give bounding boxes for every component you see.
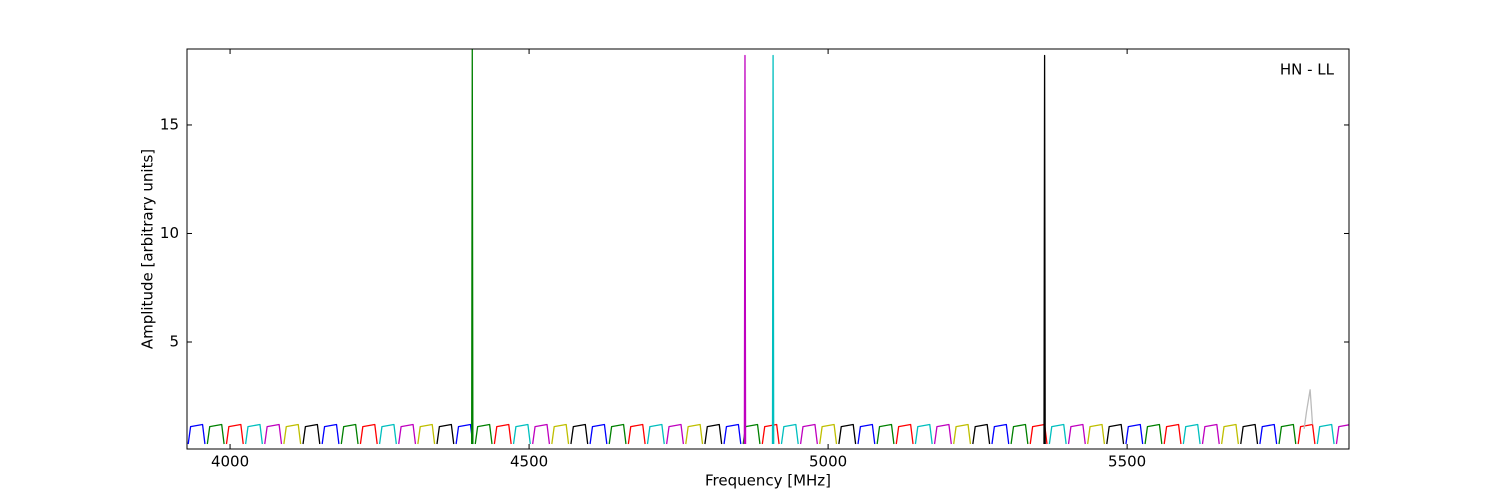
x-tick-label: 4000 (211, 453, 249, 471)
series-line (244, 54, 1335, 445)
x-tick-label: 4500 (510, 453, 548, 471)
x-tick-label: 5500 (1108, 453, 1146, 471)
series-line (1303, 389, 1314, 429)
series-line (187, 423, 1278, 445)
y-tick-label: 10 (160, 224, 179, 242)
plot-area (187, 49, 1349, 445)
y-tick-label: 15 (160, 115, 179, 133)
series-line (302, 54, 1259, 445)
y-axis-label: Amplitude [arbitrary units] (139, 149, 157, 349)
axes-frame (186, 48, 1350, 450)
series-line (283, 423, 1240, 445)
x-axis-label: Frequency [MHz] (705, 472, 831, 490)
series-line (264, 54, 1349, 445)
series-line (225, 423, 1316, 445)
series-line (206, 49, 1297, 445)
x-tick-label: 5000 (809, 453, 847, 471)
y-tick-label: 5 (169, 333, 179, 351)
annotation: HN - LL (1280, 61, 1335, 79)
